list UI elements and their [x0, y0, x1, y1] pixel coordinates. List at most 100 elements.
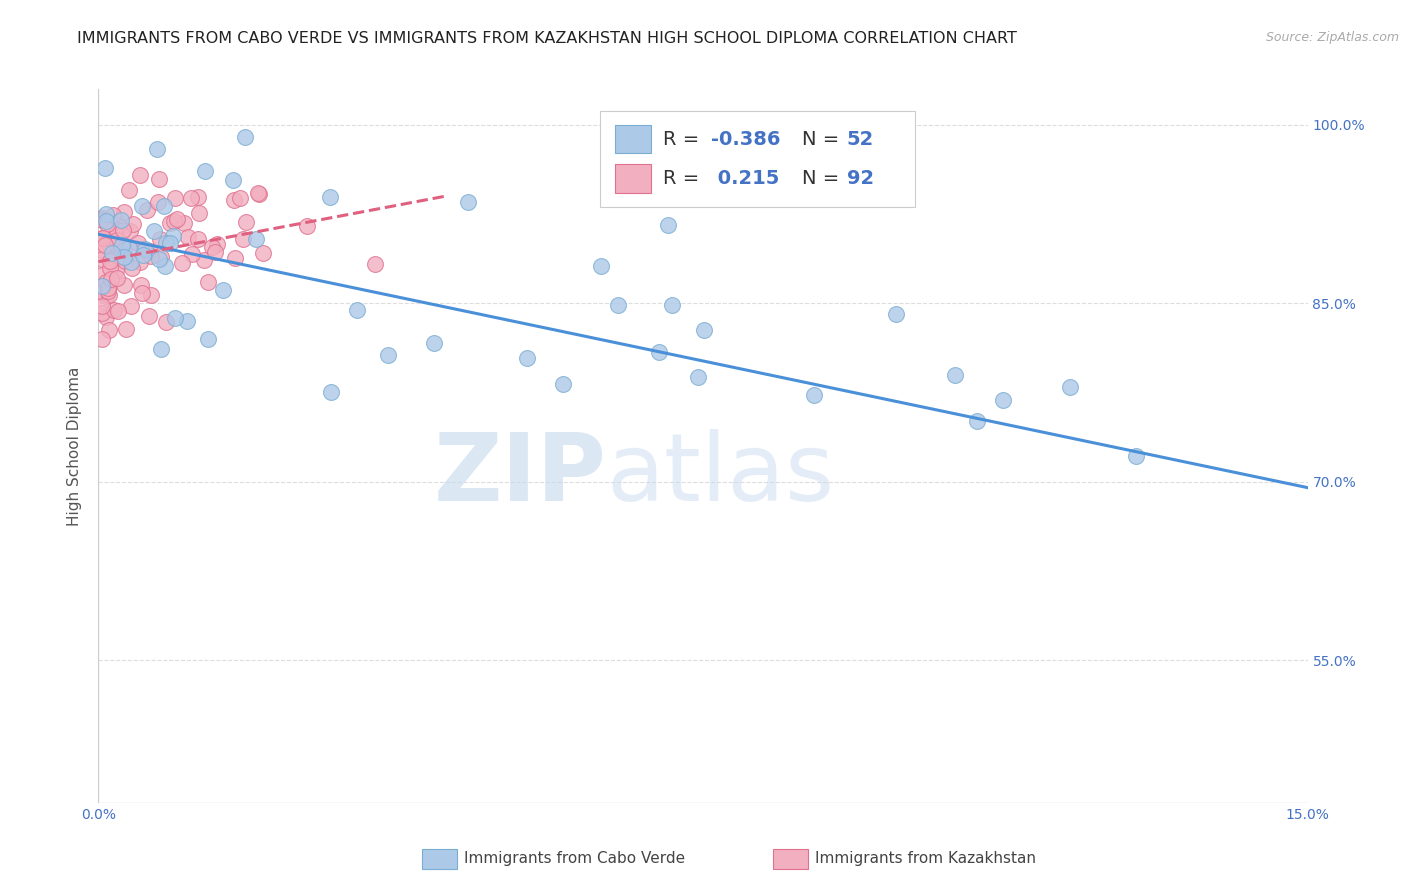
Text: Immigrants from Cabo Verde: Immigrants from Cabo Verde	[464, 851, 685, 865]
Point	[155, 235, 177, 250]
Point	[122, 217, 145, 231]
Point	[120, 299, 142, 313]
Point	[152, 199, 174, 213]
Point	[193, 252, 215, 267]
Point	[114, 322, 136, 336]
Point	[233, 129, 256, 144]
Point	[112, 250, 135, 264]
Point	[180, 247, 202, 261]
Point	[138, 309, 160, 323]
Point	[246, 186, 269, 200]
Point	[149, 231, 172, 245]
Point	[150, 342, 173, 356]
Point	[155, 315, 177, 329]
Point	[100, 254, 122, 268]
Point	[91, 231, 114, 245]
Point	[173, 216, 195, 230]
Point	[148, 172, 170, 186]
Point	[97, 238, 120, 252]
Point	[111, 237, 134, 252]
Point	[686, 370, 709, 384]
Point	[201, 240, 224, 254]
Point	[91, 332, 114, 346]
Point	[177, 230, 200, 244]
Point	[100, 231, 122, 245]
Point	[176, 314, 198, 328]
Point	[91, 212, 114, 227]
FancyBboxPatch shape	[600, 111, 915, 207]
Point	[966, 414, 988, 428]
Point	[180, 191, 202, 205]
Point	[884, 307, 907, 321]
Point	[118, 241, 141, 255]
Point	[162, 229, 184, 244]
Point	[205, 237, 228, 252]
Point	[516, 351, 538, 365]
Text: N =: N =	[803, 169, 845, 188]
Text: Source: ZipAtlas.com: Source: ZipAtlas.com	[1265, 31, 1399, 45]
Point	[159, 216, 181, 230]
Point	[138, 244, 160, 259]
Point	[101, 246, 124, 260]
Point	[94, 207, 117, 221]
Point	[91, 268, 114, 282]
Point	[94, 275, 117, 289]
Point	[129, 255, 152, 269]
Point	[139, 249, 162, 263]
Point	[991, 393, 1014, 408]
Point	[112, 243, 135, 257]
Point	[132, 248, 155, 262]
Point	[94, 161, 117, 175]
Point	[945, 368, 967, 383]
Point	[187, 232, 209, 246]
Point	[103, 208, 125, 222]
Point	[91, 306, 114, 320]
Point	[252, 246, 274, 260]
Point	[187, 190, 209, 204]
Point	[165, 310, 187, 325]
Point	[606, 298, 628, 312]
Point	[295, 219, 318, 233]
Point	[105, 271, 128, 285]
Point	[112, 222, 135, 236]
Point	[105, 262, 128, 277]
Point	[96, 218, 118, 232]
Text: R =: R =	[664, 169, 706, 188]
Point	[319, 384, 342, 399]
Point	[91, 299, 114, 313]
Point	[131, 286, 153, 301]
Point	[319, 190, 342, 204]
Point	[96, 288, 118, 302]
Point	[132, 242, 155, 256]
Point	[155, 259, 177, 273]
Point	[103, 236, 125, 251]
Point	[204, 244, 226, 259]
Point	[159, 236, 181, 251]
Point	[222, 193, 245, 207]
Text: IMMIGRANTS FROM CABO VERDE VS IMMIGRANTS FROM KAZAKHSTAN HIGH SCHOOL DIPLOMA COR: IMMIGRANTS FROM CABO VERDE VS IMMIGRANTS…	[77, 31, 1017, 46]
Point	[235, 215, 257, 229]
Text: 0.215: 0.215	[711, 169, 780, 188]
Point	[211, 283, 233, 297]
Point	[118, 183, 141, 197]
Point	[110, 244, 132, 259]
Point	[194, 164, 217, 178]
Point	[377, 348, 399, 362]
Point	[145, 143, 167, 157]
Point	[423, 336, 446, 351]
Point	[150, 250, 173, 264]
Point	[105, 223, 128, 237]
Point	[97, 279, 120, 293]
Point	[148, 252, 170, 267]
Point	[96, 310, 118, 325]
Point	[364, 257, 387, 271]
Point	[129, 168, 152, 182]
Point	[457, 195, 479, 210]
Point	[553, 377, 575, 392]
Point	[229, 191, 252, 205]
FancyBboxPatch shape	[614, 164, 651, 193]
Point	[131, 277, 153, 292]
Point	[166, 211, 188, 226]
Point	[135, 203, 157, 218]
Y-axis label: High School Diploma: High School Diploma	[67, 367, 83, 525]
